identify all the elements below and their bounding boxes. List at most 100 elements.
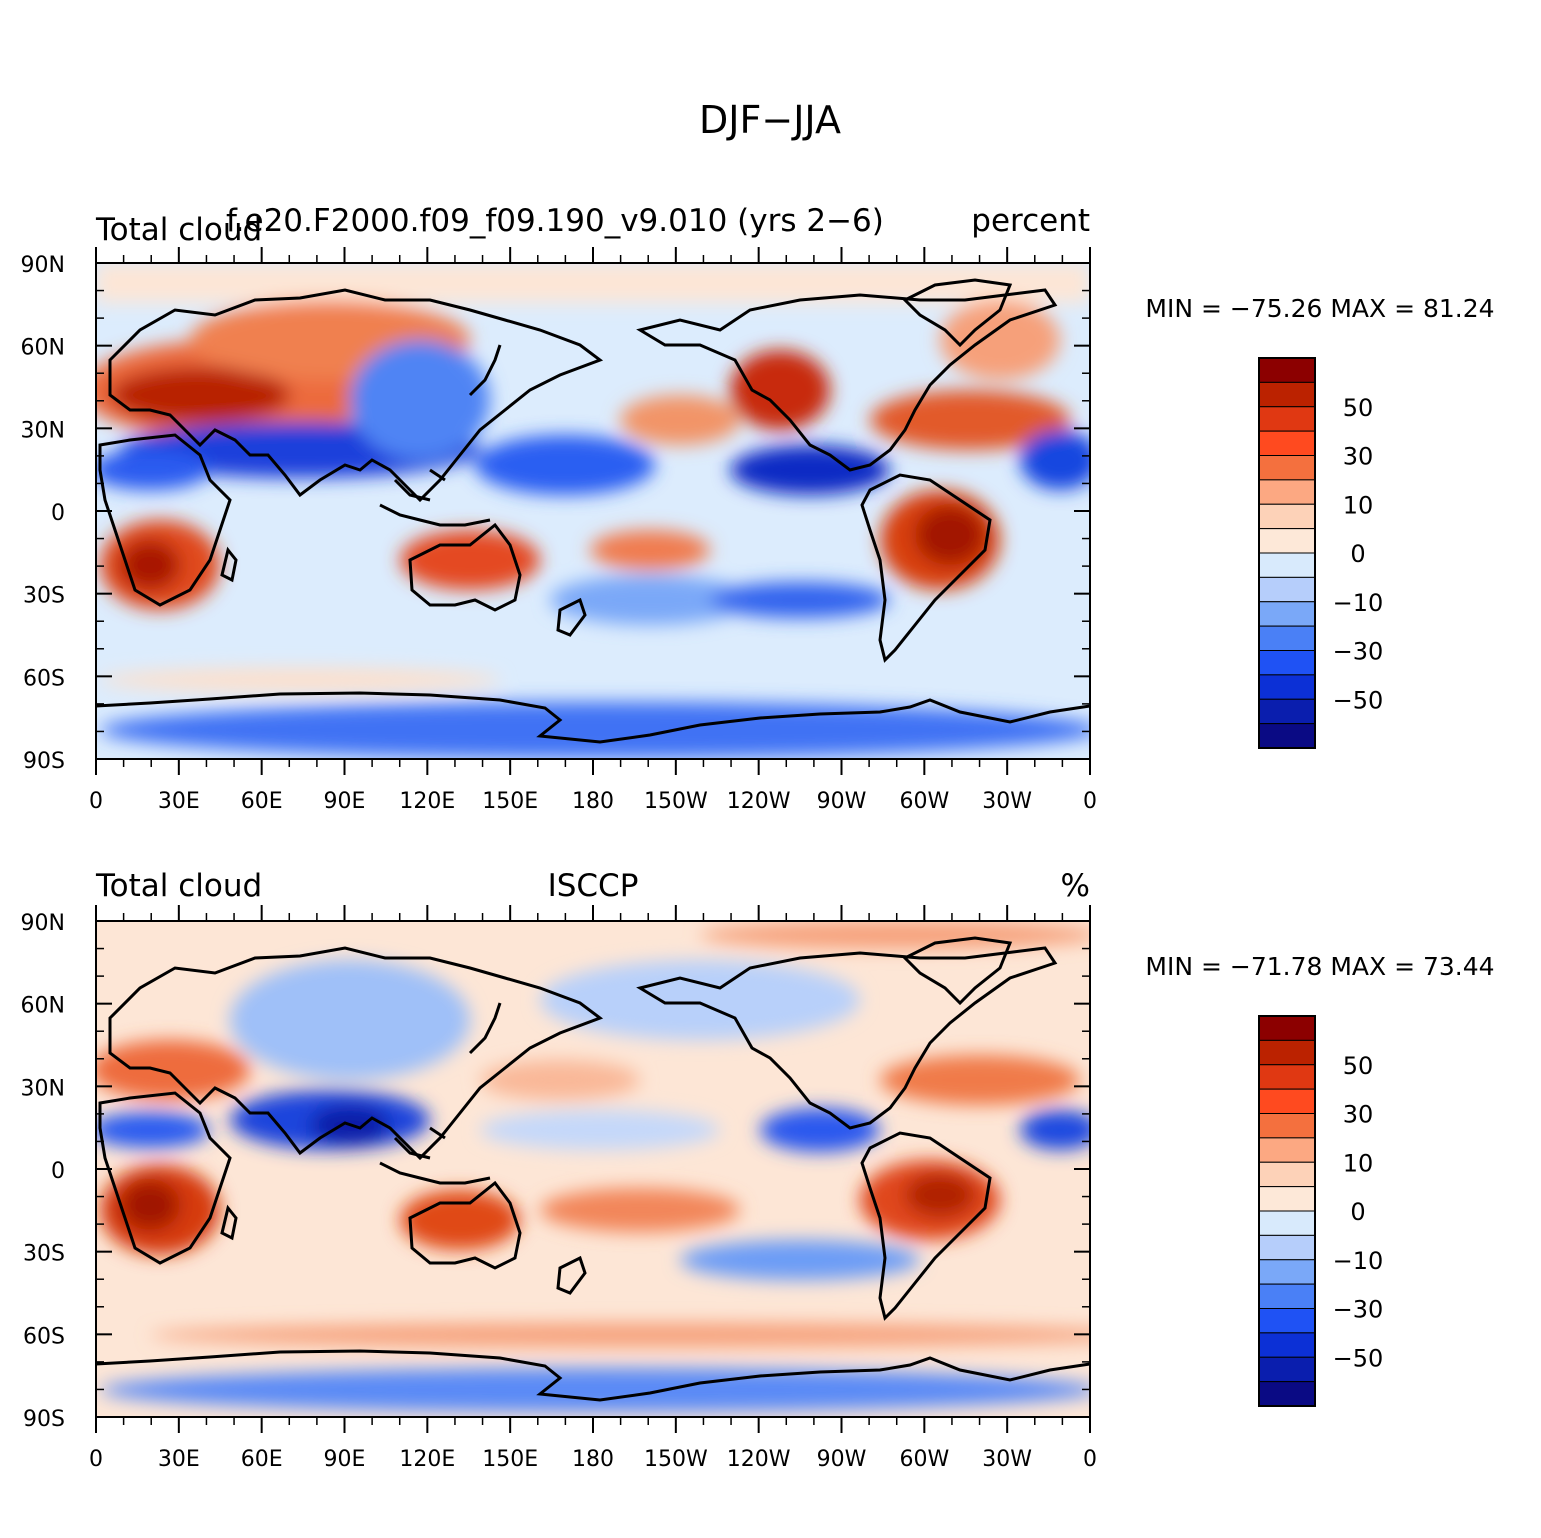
panel-right-title: % [1061, 868, 1090, 904]
colorbar-label: −30 [1333, 1296, 1384, 1324]
lat-tick-label: 90S [23, 749, 65, 774]
colorbar: 50 30 10 0 −10 −30 −50 [1258, 357, 1384, 749]
colorbar-box [1258, 1113, 1316, 1139]
panel-left-title: Total cloud [95, 212, 262, 248]
colorbar-box [1258, 625, 1316, 651]
colorbar-box [1258, 1064, 1316, 1090]
colorbar-box [1258, 381, 1316, 408]
anomaly-field [96, 921, 1090, 1417]
lon-tick-label: 150E [482, 1447, 538, 1472]
colorbar-label: 30 [1343, 1101, 1374, 1129]
colorbar-box [1258, 650, 1316, 676]
lon-tick-label: 0 [89, 789, 103, 814]
lon-tick-label: 180 [572, 1447, 614, 1472]
colorbar-box [1258, 576, 1316, 603]
colorbar-label: 30 [1343, 443, 1374, 471]
lon-tick-label: 0 [1083, 789, 1097, 814]
colorbar-box [1258, 503, 1316, 530]
panel-model: Total cloud f.e20.F2000.f09_f09.190_v9.0… [21, 203, 1495, 814]
colorbar-label: 50 [1343, 1052, 1374, 1080]
lat-tick-label: 90S [23, 1407, 65, 1432]
colorbar-box [1258, 455, 1316, 481]
colorbar-box [1258, 601, 1316, 627]
lat-tick-label: 60S [23, 666, 65, 691]
colorbar-box [1258, 406, 1316, 432]
lon-tick-label: 30W [982, 1447, 1032, 1472]
lat-tick-label: 30S [23, 584, 65, 609]
lon-tick-label: 90E [324, 789, 366, 814]
colorbar-box [1258, 357, 1316, 383]
colorbar-box [1258, 528, 1316, 554]
lon-tick-label: 60W [899, 1447, 949, 1472]
colorbar-box [1258, 430, 1316, 456]
colorbar-frame [1258, 1015, 1316, 1407]
figure-title: DJF−JJA [699, 98, 841, 142]
lon-tick-label: 60W [899, 789, 949, 814]
lat-tick-label: 60N [21, 994, 65, 1019]
lat-tick-label: 90N [21, 253, 65, 278]
colorbar-box [1258, 1308, 1316, 1334]
colorbar-label: 10 [1343, 1149, 1374, 1177]
lon-tick-label: 30W [982, 789, 1032, 814]
lon-tick-label: 150W [644, 789, 708, 814]
colorbar-box [1258, 1186, 1316, 1212]
colorbar: 50 30 10 0 −10 −30 −50 [1258, 1015, 1384, 1407]
lon-tick-label: 90W [817, 1447, 867, 1472]
lon-tick-label: 90W [817, 789, 867, 814]
colorbar-label: 0 [1350, 540, 1365, 568]
lon-tick-label: 0 [1083, 1447, 1097, 1472]
lat-tick-label: 30N [21, 1076, 65, 1101]
colorbar-frame [1258, 357, 1316, 749]
colorbar-label: 0 [1350, 1198, 1365, 1226]
lon-tick-label: 120W [727, 789, 791, 814]
map-axes: 90N 60N 30N 0 30S 60S 90S 0 30E 60E 90E 120E 150E 180… [21, 905, 1097, 1472]
panel-center-title: f.e20.F2000.f09_f09.190_v9.010 (yrs 2−6) [226, 203, 884, 239]
colorbar-label: −10 [1333, 589, 1384, 617]
lon-tick-label: 90E [324, 1447, 366, 1472]
colorbar-box [1258, 674, 1316, 700]
colorbar-box [1258, 1161, 1316, 1188]
colorbar-label: −30 [1333, 638, 1384, 666]
lon-tick-label: 150W [644, 1447, 708, 1472]
panel-right-title: percent [971, 203, 1090, 239]
lon-tick-label: 150E [482, 789, 538, 814]
colorbar-box [1258, 1234, 1316, 1261]
lon-tick-label: 120E [399, 1447, 455, 1472]
colorbar-box [1258, 1356, 1316, 1383]
lon-tick-label: 60E [241, 789, 283, 814]
panel-left-title: Total cloud [95, 868, 262, 904]
lon-tick-label: 30E [158, 789, 200, 814]
colorbar-label: −50 [1333, 686, 1384, 714]
panel-center-title: ISCCP [548, 868, 639, 904]
colorbar-box [1258, 1283, 1316, 1309]
colorbar-box [1258, 1381, 1316, 1407]
lon-tick-label: 0 [89, 1447, 103, 1472]
colorbar-box [1258, 1332, 1316, 1358]
colorbar-box [1258, 1137, 1316, 1163]
lon-tick-label: 120E [399, 789, 455, 814]
colorbar-box [1258, 1259, 1316, 1285]
colorbar-box [1258, 1015, 1316, 1041]
colorbar-label: 50 [1343, 394, 1374, 422]
lon-tick-label: 120W [727, 1447, 791, 1472]
colorbar-box [1258, 723, 1316, 749]
colorbar-label: 10 [1343, 491, 1374, 519]
lon-tick-label: 180 [572, 789, 614, 814]
lon-tick-label: 30E [158, 1447, 200, 1472]
map-axes: 90N 60N 30N 0 30S 60S 90S 0 30E 60E 90E 120E 150E 180… [21, 247, 1097, 814]
colorbar-label: −50 [1333, 1344, 1384, 1372]
colorbar-box [1258, 1039, 1316, 1066]
panel-observation: Total cloud ISCCP % [21, 868, 1495, 1472]
lon-tick-label: 60E [241, 1447, 283, 1472]
min-max-readout: MIN = −71.78 MAX = 73.44 [1145, 952, 1494, 981]
min-max-readout: MIN = −75.26 MAX = 81.24 [1145, 294, 1494, 323]
lat-tick-label: 30S [23, 1242, 65, 1267]
lat-tick-label: 60S [23, 1324, 65, 1349]
anomaly-field [96, 263, 1090, 759]
colorbar-box [1258, 1210, 1316, 1236]
lat-tick-label: 60N [21, 336, 65, 361]
colorbar-box [1258, 698, 1316, 725]
colorbar-box [1258, 1088, 1316, 1114]
colorbar-label: −10 [1333, 1247, 1384, 1275]
